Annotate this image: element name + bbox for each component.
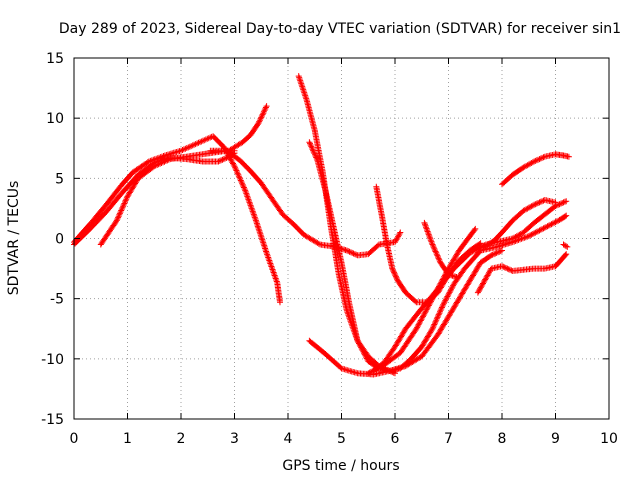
y-tick-label: 5 — [55, 171, 64, 187]
x-tick-label: 6 — [391, 431, 400, 447]
chart-title: Day 289 of 2023, Sidereal Day-to-day VTE… — [59, 21, 621, 37]
data-layer — [71, 73, 572, 378]
series-markers — [474, 197, 559, 252]
y-axis-label: SDTVAR / TECUs — [6, 181, 22, 296]
series-arc-7 — [306, 139, 570, 374]
series-arc-4 — [207, 103, 270, 154]
series-markers — [474, 251, 570, 296]
x-tick-label: 4 — [284, 431, 293, 447]
series-markers — [306, 139, 570, 374]
y-tick-label: 10 — [46, 111, 64, 127]
series-markers — [499, 151, 572, 188]
y-tick-label: 0 — [55, 232, 64, 248]
x-axis-label: GPS time / hours — [282, 458, 399, 474]
x-tick-label: 8 — [498, 431, 507, 447]
y-tick-label: -10 — [41, 352, 64, 368]
series-arc-12 — [421, 219, 460, 280]
series-arc-13 — [474, 251, 570, 296]
x-tick-label: 3 — [230, 431, 239, 447]
x-tick-label: 1 — [123, 431, 132, 447]
series-markers — [306, 247, 505, 378]
series-arc-16 — [560, 241, 571, 250]
x-tick-label: 10 — [600, 431, 618, 447]
x-tick-label: 7 — [444, 431, 453, 447]
series-markers — [207, 103, 270, 154]
x-tick-label: 5 — [337, 431, 346, 447]
tick-layer: 0 1 2 3 4 5 6 7 8 9 10 -15 -10 -5 0 5 10 15 — [41, 51, 618, 447]
series-markers — [421, 219, 460, 280]
x-tick-label: 0 — [70, 431, 79, 447]
x-tick-label: 2 — [177, 431, 186, 447]
series-arc-2 — [71, 133, 283, 306]
y-tick-label: 15 — [46, 51, 64, 67]
series-markers — [365, 225, 479, 377]
x-tick-label: 9 — [551, 431, 560, 447]
y-tick-label: -15 — [41, 412, 64, 428]
y-tick-label: -5 — [50, 292, 64, 308]
series-markers — [560, 241, 571, 250]
series-arc-15 — [474, 197, 559, 252]
series-arc-14 — [499, 151, 572, 188]
series-markers — [71, 133, 283, 306]
series-arc-11 — [365, 225, 479, 377]
series-arc-8 — [306, 247, 505, 378]
